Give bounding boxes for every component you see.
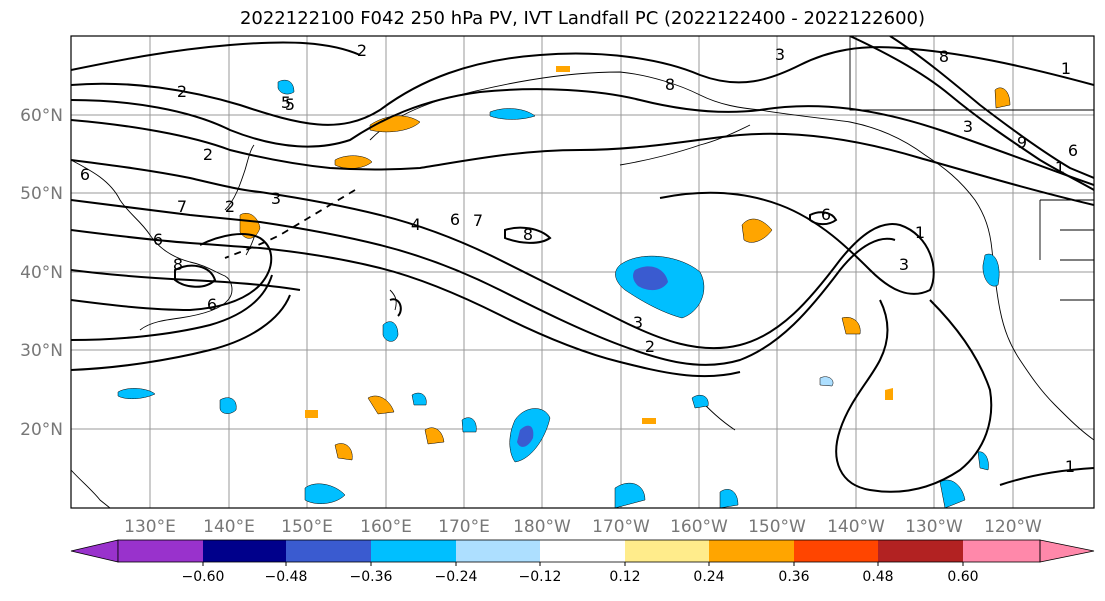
contour-label: 2 [225, 197, 235, 216]
contour-label: 8 [523, 225, 533, 244]
longitude-label: 140°E [203, 517, 255, 537]
longitude-label: 170°W [592, 517, 650, 537]
colorbar-segment [456, 540, 540, 562]
colorbar-segment [709, 540, 794, 562]
longitude-label: 160°E [360, 517, 412, 537]
contour-label: 8 [939, 47, 949, 66]
colorbar-tick-label: 0.24 [693, 569, 724, 585]
colorbar-segment [371, 540, 456, 562]
contour-label: 6 [207, 295, 217, 314]
contour-label: 1 [1065, 457, 1075, 476]
contour-label: 7 [177, 197, 187, 216]
longitude-label: 140°W [827, 517, 885, 537]
longitude-label: 170°E [438, 517, 490, 537]
colorbar-tick-label: −0.12 [519, 569, 562, 585]
contour-label: 1 [1061, 59, 1071, 78]
colorbar-tick-label: 0.36 [778, 569, 809, 585]
colorbar-tick-label: 0.12 [609, 569, 640, 585]
colorbar-tick-label: 0.60 [947, 569, 978, 585]
contour-label: 4 [411, 215, 421, 234]
contour-label: 6 [153, 230, 163, 249]
latitude-label: 60°N [20, 106, 63, 126]
colorbar-segment [625, 540, 709, 562]
latitude-label: 30°N [20, 341, 63, 361]
colorbar-extend-low [70, 539, 119, 563]
colorbar-segment [286, 540, 371, 562]
colorbar-segment [878, 540, 963, 562]
contour-label: 6 [80, 165, 90, 184]
contour-label: 2 [645, 337, 655, 356]
contour-label: 7 [473, 211, 483, 230]
latitude-labels: 60°N 50°N 40°N 30°N 20°N [20, 106, 63, 440]
map-frame [70, 35, 1095, 509]
contour-label: 5 [285, 95, 295, 114]
colorbar-extend-high [1039, 539, 1095, 563]
colorbar-segment [794, 540, 878, 562]
contour-label: 6 [1068, 141, 1078, 160]
colorbar-tick-label: −0.60 [182, 569, 225, 585]
colorbar-tick-label: 0.48 [862, 569, 893, 585]
plot-title: 2022122100 F042 250 hPa PV, IVT Landfall… [239, 8, 926, 29]
longitude-label: 180°W [513, 517, 571, 537]
longitude-label: 150°W [748, 517, 806, 537]
longitude-labels: 130°E 140°E 150°E 160°E 170°E 180°W 170°W 160°W… [124, 517, 1042, 537]
contour-label: 3 [775, 45, 785, 64]
contour-label: 6 [450, 210, 460, 229]
colorbar-segment [963, 540, 1040, 562]
colorbar-tick-label: −0.36 [350, 569, 393, 585]
contour-label: 3 [963, 117, 973, 136]
contour-label: 2 [203, 145, 213, 164]
colorbar-segment [118, 540, 203, 562]
longitude-label: 120°W [984, 517, 1042, 537]
latitude-label: 40°N [20, 263, 63, 283]
longitude-label: 150°E [281, 517, 333, 537]
contour-label: 2 [357, 41, 367, 60]
contour-label: 9 [1017, 133, 1027, 152]
contour-label: 3 [633, 313, 643, 332]
pv-contours [71, 36, 1094, 493]
colorbar-tick-label: −0.48 [265, 569, 308, 585]
colorbar-segment [203, 540, 286, 562]
contour-label: 3 [271, 189, 281, 208]
contour-label: 8 [665, 75, 675, 94]
latitude-label: 20°N [20, 420, 63, 440]
contour-label: 8 [173, 255, 183, 274]
longitude-label: 130°E [124, 517, 176, 537]
contour-label: 6 [821, 205, 831, 224]
shaded-anomalies [117, 66, 1011, 508]
contour-label: 3 [899, 255, 909, 274]
contour-label: 2 [177, 82, 187, 101]
latitude-label: 50°N [20, 184, 63, 204]
contour-label: 5 [281, 93, 291, 112]
longitude-label: 130°W [905, 517, 963, 537]
colorbar-outline [117, 539, 1041, 563]
contour-label: 1 [1055, 158, 1065, 177]
colorbar-tick-label: −0.24 [435, 569, 478, 585]
longitude-label: 160°W [670, 517, 728, 537]
contour-label: 1 [915, 223, 925, 242]
colorbar: −0.60 −0.48 −0.36 −0.24 −0.12 0.12 0.24 0.36 0.4… [70, 539, 1095, 585]
colorbar-segment [540, 540, 625, 562]
